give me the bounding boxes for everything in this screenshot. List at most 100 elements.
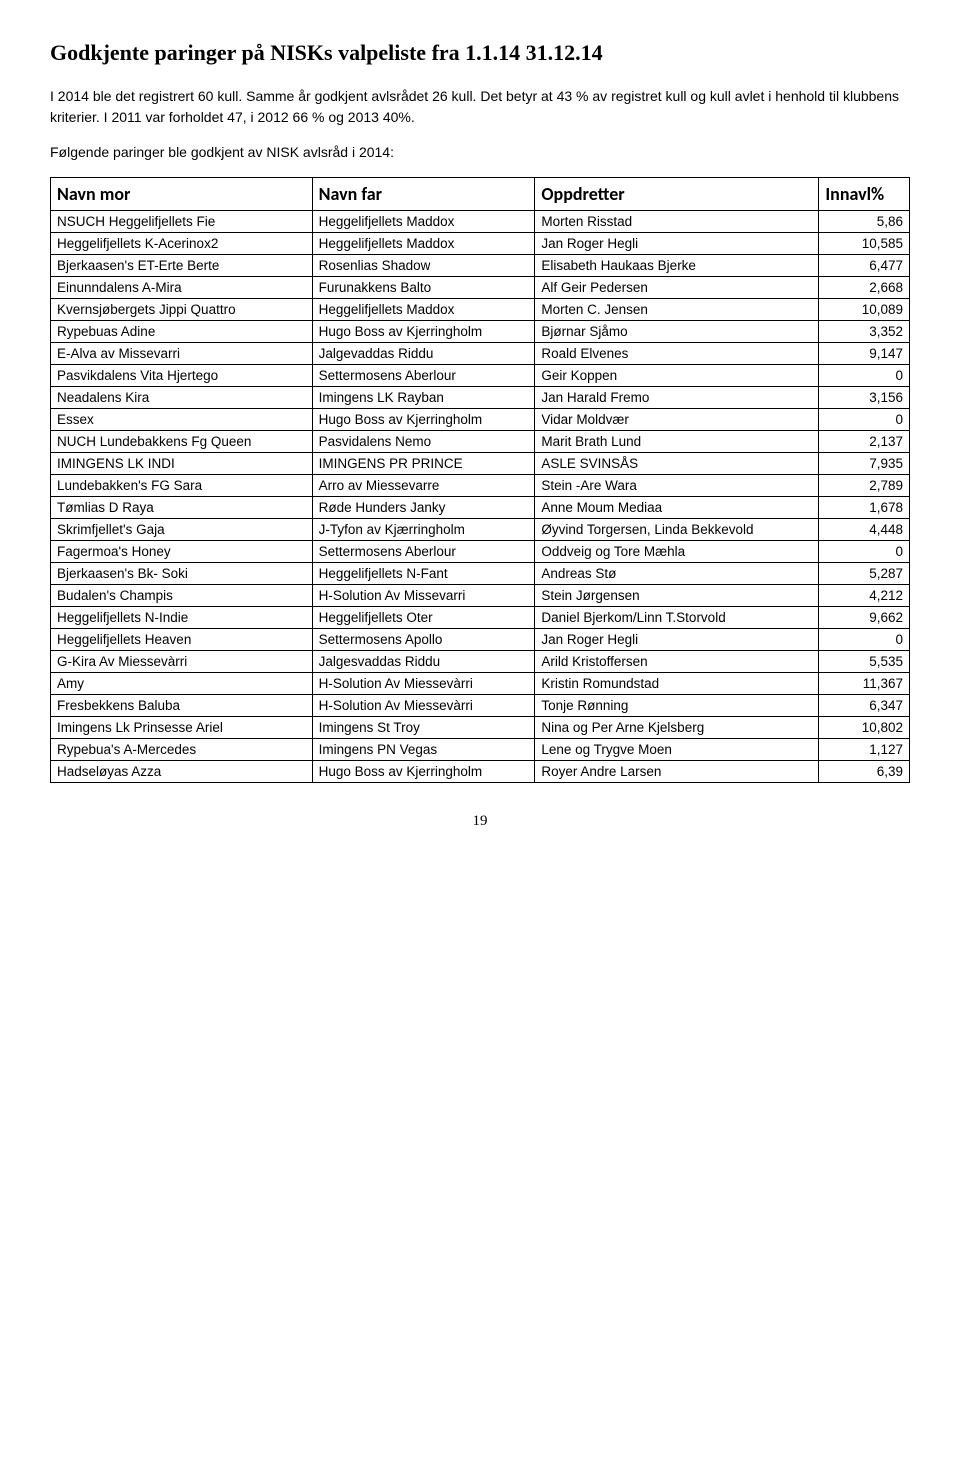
table-cell: Tonje Rønning <box>535 695 819 717</box>
table-cell: 2,137 <box>819 431 910 453</box>
table-cell: Elisabeth Haukaas Bjerke <box>535 255 819 277</box>
table-cell: Nina og Per Arne Kjelsberg <box>535 717 819 739</box>
table-cell: Arild Kristoffersen <box>535 651 819 673</box>
table-row: Kvernsjøbergets Jippi QuattroHeggelifjel… <box>51 299 910 321</box>
table-cell: IMINGENS LK INDI <box>51 453 313 475</box>
table-cell: Anne Moum Mediaa <box>535 497 819 519</box>
table-cell: IMINGENS PR PRINCE <box>312 453 535 475</box>
table-cell: 2,789 <box>819 475 910 497</box>
table-cell: Neadalens Kira <box>51 387 313 409</box>
table-cell: Røde Hunders Janky <box>312 497 535 519</box>
table-cell: Tømlias D Raya <box>51 497 313 519</box>
table-cell: Alf Geir Pedersen <box>535 277 819 299</box>
table-header-row: Navn mor Navn far Oppdretter Innavl% <box>51 178 910 211</box>
table-cell: Jan Roger Hegli <box>535 233 819 255</box>
table-cell: Daniel Bjerkom/Linn T.Storvold <box>535 607 819 629</box>
table-cell: Royer Andre Larsen <box>535 761 819 783</box>
col-oppdretter: Oppdretter <box>535 178 819 211</box>
table-row: G-Kira Av MiessevàrriJalgesvaddas RidduA… <box>51 651 910 673</box>
table-row: Heggelifjellets N-IndieHeggelifjellets O… <box>51 607 910 629</box>
table-cell: 5,86 <box>819 211 910 233</box>
table-cell: 9,662 <box>819 607 910 629</box>
table-cell: H-Solution Av Miessevàrri <box>312 673 535 695</box>
table-row: Rypebua's A-Mercedes Imingens PN Vegas L… <box>51 739 910 761</box>
col-innavl: Innavl% <box>819 178 910 211</box>
table-cell: Bjørnar Sjåmo <box>535 321 819 343</box>
table-cell: Kristin Romundstad <box>535 673 819 695</box>
table-cell: Heggelifjellets Maddox <box>312 299 535 321</box>
table-cell: H-Solution Av Miessevàrri <box>312 695 535 717</box>
table-cell: Skrimfjellet's Gaja <box>51 519 313 541</box>
table-row: Einunndalens A-MiraFurunakkens BaltoAlf … <box>51 277 910 299</box>
table-row: E-Alva av MissevarriJalgevaddas RidduRoa… <box>51 343 910 365</box>
table-cell: Bjerkaasen's Bk- Soki <box>51 563 313 585</box>
table-cell: Heggelifjellets Oter <box>312 607 535 629</box>
table-row: NUCH Lundebakkens Fg QueenPasvidalens Ne… <box>51 431 910 453</box>
table-cell: G-Kira Av Miessevàrri <box>51 651 313 673</box>
table-cell: Settermosens Aberlour <box>312 541 535 563</box>
table-row: NSUCH Heggelifjellets FieHeggelifjellets… <box>51 211 910 233</box>
table-cell: 5,535 <box>819 651 910 673</box>
table-cell: 0 <box>819 629 910 651</box>
table-cell: Pasvikdalens Vita Hjertego <box>51 365 313 387</box>
table-cell: Imingens Lk Prinsesse Ariel <box>51 717 313 739</box>
table-row: Pasvikdalens Vita HjertegoSettermosens A… <box>51 365 910 387</box>
table-cell: Heggelifjellets K-Acerinox2 <box>51 233 313 255</box>
table-row: Fresbekkens Baluba H-Solution Av Miessev… <box>51 695 910 717</box>
table-row: Heggelifjellets HeavenSettermosens Apoll… <box>51 629 910 651</box>
table-cell: 6,39 <box>819 761 910 783</box>
table-cell: Lundebakken's FG Sara <box>51 475 313 497</box>
table-cell: Imingens St Troy <box>312 717 535 739</box>
table-cell: Jalgesvaddas Riddu <box>312 651 535 673</box>
table-cell: Stein -Are Wara <box>535 475 819 497</box>
parings-table: Navn mor Navn far Oppdretter Innavl% NSU… <box>50 177 910 783</box>
table-cell: 5,287 <box>819 563 910 585</box>
table-cell: 0 <box>819 365 910 387</box>
table-row: Lundebakken's FG SaraArro av Miessevarre… <box>51 475 910 497</box>
page-number: 19 <box>50 813 910 830</box>
table-cell: Budalen's Champis <box>51 585 313 607</box>
table-cell: Hugo Boss av Kjerringholm <box>312 321 535 343</box>
table-cell: Jalgevaddas Riddu <box>312 343 535 365</box>
table-cell: 3,352 <box>819 321 910 343</box>
table-cell: 3,156 <box>819 387 910 409</box>
table-cell: 0 <box>819 409 910 431</box>
table-row: IMINGENS LK INDIIMINGENS PR PRINCEASLE S… <box>51 453 910 475</box>
table-cell: Essex <box>51 409 313 431</box>
table-cell: Settermosens Aberlour <box>312 365 535 387</box>
table-cell: Kvernsjøbergets Jippi Quattro <box>51 299 313 321</box>
table-cell: Einunndalens A-Mira <box>51 277 313 299</box>
table-cell: Andreas Stø <box>535 563 819 585</box>
table-cell: Morten C. Jensen <box>535 299 819 321</box>
table-cell: 2,668 <box>819 277 910 299</box>
table-row: Neadalens KiraImingens LK RaybanJan Hara… <box>51 387 910 409</box>
table-cell: Fresbekkens Baluba <box>51 695 313 717</box>
table-cell: 1,127 <box>819 739 910 761</box>
table-cell: NSUCH Heggelifjellets Fie <box>51 211 313 233</box>
table-cell: Oddveig og Tore Mæhla <box>535 541 819 563</box>
table-cell: Marit Brath Lund <box>535 431 819 453</box>
table-cell: 9,147 <box>819 343 910 365</box>
table-cell: ASLE SVINSÅS <box>535 453 819 475</box>
table-row: Budalen's ChampisH-Solution Av Missevarr… <box>51 585 910 607</box>
intro-paragraph-2: Følgende paringer ble godkjent av NISK a… <box>50 142 910 163</box>
table-cell: Hugo Boss av Kjerringholm <box>312 761 535 783</box>
col-navn-far: Navn far <box>312 178 535 211</box>
table-cell: Settermosens Apollo <box>312 629 535 651</box>
table-cell: Lene og Trygve Moen <box>535 739 819 761</box>
table-cell: 10,585 <box>819 233 910 255</box>
table-cell: 7,935 <box>819 453 910 475</box>
table-cell: NUCH Lundebakkens Fg Queen <box>51 431 313 453</box>
table-cell: 0 <box>819 541 910 563</box>
table-row: Tømlias D RayaRøde Hunders JankyAnne Mou… <box>51 497 910 519</box>
table-row: Skrimfjellet's GajaJ-Tyfon av Kjærringho… <box>51 519 910 541</box>
table-cell: Rypebua's A-Mercedes <box>51 739 313 761</box>
table-cell: Furunakkens Balto <box>312 277 535 299</box>
page-title: Godkjente paringer på NISKs valpeliste f… <box>50 40 910 66</box>
table-row: Amy H-Solution Av MiessevàrriKristin Rom… <box>51 673 910 695</box>
table-cell: J-Tyfon av Kjærringholm <box>312 519 535 541</box>
table-row: Fagermoa's HoneySettermosens AberlourOdd… <box>51 541 910 563</box>
table-cell: Hugo Boss av Kjerringholm <box>312 409 535 431</box>
table-cell: Vidar Moldvær <box>535 409 819 431</box>
table-cell: Heggelifjellets Heaven <box>51 629 313 651</box>
